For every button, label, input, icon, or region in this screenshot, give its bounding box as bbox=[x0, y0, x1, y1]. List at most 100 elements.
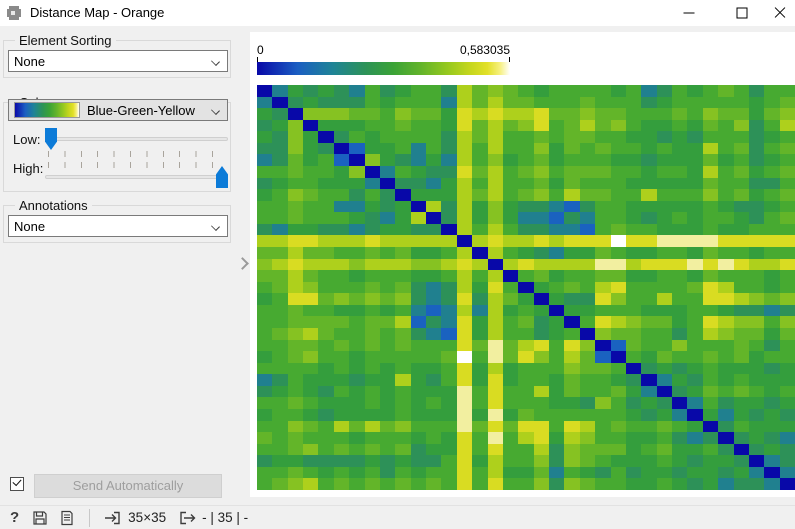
heatmap-cell[interactable] bbox=[318, 270, 334, 282]
heatmap-cell[interactable] bbox=[349, 131, 365, 143]
heatmap-cell[interactable] bbox=[272, 189, 288, 201]
heatmap-cell[interactable] bbox=[672, 432, 688, 444]
heatmap-cell[interactable] bbox=[702, 165, 719, 178]
heatmap-cell[interactable] bbox=[487, 408, 503, 421]
heatmap-cell[interactable] bbox=[687, 177, 703, 190]
heatmap-cell[interactable] bbox=[487, 397, 503, 409]
heatmap-cell[interactable] bbox=[426, 142, 442, 155]
heatmap-cell[interactable] bbox=[564, 212, 580, 224]
heatmap-cell[interactable] bbox=[779, 455, 795, 467]
heatmap-cell[interactable] bbox=[687, 235, 703, 247]
heatmap-cell[interactable] bbox=[718, 432, 734, 444]
heatmap-cell[interactable] bbox=[595, 443, 611, 456]
heatmap-cell[interactable] bbox=[779, 293, 795, 305]
heatmap-cell[interactable] bbox=[764, 420, 780, 433]
heatmap-cell[interactable] bbox=[318, 165, 334, 178]
heatmap-cell[interactable] bbox=[610, 142, 626, 155]
heatmap-cell[interactable] bbox=[303, 408, 319, 421]
annotations-combobox[interactable]: None bbox=[8, 215, 228, 237]
heatmap-cell[interactable] bbox=[533, 165, 550, 178]
heatmap-cell[interactable] bbox=[487, 108, 503, 120]
heatmap-cell[interactable] bbox=[379, 281, 396, 294]
heatmap-cell[interactable] bbox=[318, 420, 334, 433]
heatmap-cell[interactable] bbox=[779, 246, 795, 259]
heatmap-cell[interactable] bbox=[533, 200, 550, 213]
heatmap-cell[interactable] bbox=[610, 200, 626, 213]
heatmap-cell[interactable] bbox=[364, 443, 380, 456]
heatmap-cell[interactable] bbox=[318, 258, 334, 271]
heatmap-cell[interactable] bbox=[764, 200, 780, 213]
heatmap-cell[interactable] bbox=[349, 119, 365, 132]
heatmap-cell[interactable] bbox=[764, 131, 780, 143]
heatmap-cell[interactable] bbox=[718, 478, 734, 490]
heatmap-cell[interactable] bbox=[426, 408, 442, 421]
heatmap-cell[interactable] bbox=[379, 443, 396, 456]
heatmap-cell[interactable] bbox=[395, 223, 411, 236]
heatmap-cell[interactable] bbox=[564, 177, 580, 190]
heatmap-cell[interactable] bbox=[733, 408, 749, 421]
heatmap-cell[interactable] bbox=[441, 362, 457, 375]
heatmap-cell[interactable] bbox=[687, 189, 703, 201]
heatmap-cell[interactable] bbox=[410, 200, 427, 213]
heatmap-cell[interactable] bbox=[410, 420, 427, 433]
heatmap-cell[interactable] bbox=[687, 374, 703, 386]
heatmap-cell[interactable] bbox=[487, 212, 503, 224]
heatmap-cell[interactable] bbox=[502, 327, 519, 340]
heatmap-cell[interactable] bbox=[579, 96, 596, 109]
heatmap-cell[interactable] bbox=[641, 177, 657, 190]
heatmap-cell[interactable] bbox=[595, 362, 611, 375]
heatmap-cell[interactable] bbox=[564, 466, 580, 479]
heatmap-cell[interactable] bbox=[456, 200, 473, 213]
heatmap-cell[interactable] bbox=[687, 316, 703, 328]
heatmap-cell[interactable] bbox=[687, 304, 703, 317]
heatmap-cell[interactable] bbox=[656, 96, 673, 109]
heatmap-cell[interactable] bbox=[748, 246, 765, 259]
heatmap-cell[interactable] bbox=[272, 408, 288, 421]
heatmap-cell[interactable] bbox=[272, 258, 288, 271]
heatmap-cell[interactable] bbox=[687, 108, 703, 120]
heatmap-cell[interactable] bbox=[625, 212, 642, 224]
heatmap-cell[interactable] bbox=[426, 235, 442, 247]
heatmap-cell[interactable] bbox=[656, 142, 673, 155]
heatmap-cell[interactable] bbox=[610, 96, 626, 109]
heatmap-cell[interactable] bbox=[272, 362, 288, 375]
heatmap-cell[interactable] bbox=[564, 455, 580, 467]
heatmap-cell[interactable] bbox=[379, 397, 396, 409]
heatmap-cell[interactable] bbox=[257, 432, 273, 444]
heatmap-cell[interactable] bbox=[549, 432, 565, 444]
heatmap-cell[interactable] bbox=[687, 327, 703, 340]
heatmap-cell[interactable] bbox=[257, 327, 273, 340]
heatmap-cell[interactable] bbox=[502, 466, 519, 479]
heatmap-cell[interactable] bbox=[625, 119, 642, 132]
heatmap-cell[interactable] bbox=[441, 246, 457, 259]
heatmap-cell[interactable] bbox=[656, 339, 673, 352]
heatmap-cell[interactable] bbox=[733, 270, 749, 282]
heatmap-cell[interactable] bbox=[426, 339, 442, 352]
heatmap-cell[interactable] bbox=[656, 327, 673, 340]
heatmap-cell[interactable] bbox=[426, 96, 442, 109]
heatmap-cell[interactable] bbox=[733, 304, 749, 317]
heatmap-cell[interactable] bbox=[549, 374, 565, 386]
heatmap-cell[interactable] bbox=[272, 351, 288, 363]
heatmap-cell[interactable] bbox=[287, 374, 304, 386]
heatmap-cell[interactable] bbox=[333, 478, 350, 490]
heatmap-cell[interactable] bbox=[287, 119, 304, 132]
heatmap-cell[interactable] bbox=[349, 177, 365, 190]
heatmap-cell[interactable] bbox=[625, 408, 642, 421]
heatmap-cell[interactable] bbox=[656, 408, 673, 421]
heatmap-cell[interactable] bbox=[364, 119, 380, 132]
heatmap-cell[interactable] bbox=[779, 85, 795, 97]
heatmap-cell[interactable] bbox=[764, 408, 780, 421]
heatmap-cell[interactable] bbox=[395, 212, 411, 224]
heatmap-cell[interactable] bbox=[625, 316, 642, 328]
heatmap-cell[interactable] bbox=[702, 154, 719, 166]
heatmap-cell[interactable] bbox=[687, 339, 703, 352]
heatmap-cell[interactable] bbox=[502, 443, 519, 456]
heatmap-cell[interactable] bbox=[625, 96, 642, 109]
heatmap-cell[interactable] bbox=[656, 397, 673, 409]
heatmap-cell[interactable] bbox=[595, 223, 611, 236]
heatmap-cell[interactable] bbox=[257, 154, 273, 166]
heatmap-cell[interactable] bbox=[395, 397, 411, 409]
heatmap-cell[interactable] bbox=[748, 478, 765, 490]
heatmap-cell[interactable] bbox=[549, 455, 565, 467]
